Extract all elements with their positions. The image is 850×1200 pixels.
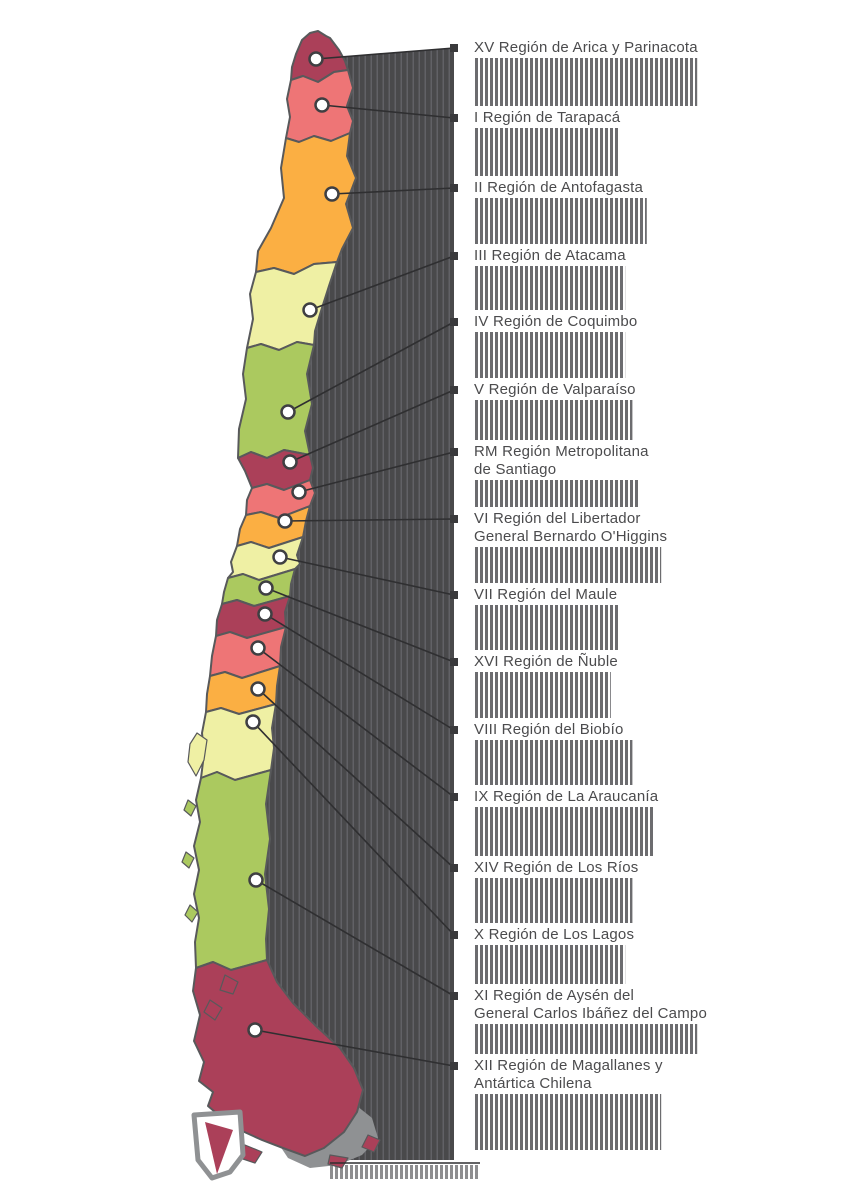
label-anchor-xi	[450, 992, 458, 1000]
leader-line-iv	[287, 321, 455, 413]
label-smear-artifact	[474, 480, 640, 507]
region-marker-x[interactable]	[245, 714, 261, 730]
label-anchor-v	[450, 386, 458, 394]
label-anchor-xiv	[450, 864, 458, 872]
leader-line-i	[321, 104, 455, 119]
region-marker-v[interactable]	[282, 454, 298, 470]
antarctic-territory-shape	[205, 1122, 233, 1174]
label-smear-artifact	[474, 332, 626, 378]
island-fragment	[184, 904, 199, 923]
shadow-wedge	[266, 557, 454, 662]
island-fragment	[327, 1154, 349, 1169]
label-smear-artifact	[474, 1094, 662, 1150]
label-smear-artifact	[474, 605, 618, 650]
region-marker-xi[interactable]	[248, 872, 264, 888]
label-smear-artifact	[474, 945, 626, 984]
label-anchor-vii	[450, 591, 458, 599]
label-smear-artifact	[474, 58, 698, 106]
leader-line-ix	[257, 647, 455, 798]
label-smear-artifact	[474, 198, 647, 244]
label-anchor-ii	[450, 184, 458, 192]
label-anchor-xv	[450, 44, 458, 52]
island-fragment	[219, 974, 239, 995]
label-smear-artifact	[474, 547, 662, 583]
region-shape-iii[interactable]	[246, 261, 338, 351]
label-smear-artifact	[474, 672, 611, 718]
label-anchor-rm	[450, 448, 458, 456]
label-anchor-ix	[450, 793, 458, 801]
region-marker-i[interactable]	[314, 97, 330, 113]
region-marker-iv[interactable]	[280, 404, 296, 420]
leader-line-ii	[331, 187, 455, 195]
leader-line-xiv	[257, 688, 455, 869]
label-smear-artifact	[474, 878, 633, 923]
label-smear-artifact	[474, 266, 626, 310]
label-anchor-vi	[450, 515, 458, 523]
region-shape-iv[interactable]	[237, 341, 315, 459]
shadow-wedge	[258, 648, 454, 868]
shadow-wedge	[280, 519, 454, 595]
region-marker-ii[interactable]	[324, 186, 340, 202]
shadow-wedge	[322, 105, 454, 194]
shadow-wedge	[290, 390, 454, 492]
shadow-wedge	[253, 722, 454, 996]
label-smear-artifact	[474, 740, 633, 785]
label-anchor-xii	[450, 1062, 458, 1070]
region-shape-ii[interactable]	[255, 132, 357, 275]
region-marker-xii[interactable]	[247, 1022, 263, 1038]
leader-line-vi	[284, 518, 455, 522]
island-fragment	[187, 732, 208, 777]
leader-line-iii	[309, 255, 455, 311]
island-fragment	[361, 1134, 381, 1153]
leader-line-xvi	[265, 587, 455, 663]
shadow-wedge	[288, 322, 454, 462]
region-marker-vi[interactable]	[277, 513, 293, 529]
label-anchor-viii	[450, 726, 458, 734]
island-fragment	[203, 999, 223, 1021]
label-smear-artifact	[474, 400, 633, 440]
leader-line-xv	[315, 47, 455, 60]
region-marker-xvi[interactable]	[258, 580, 274, 596]
leader-line-v	[289, 389, 455, 463]
label-smear-artifact	[474, 1024, 698, 1054]
shadow-wedge	[288, 256, 454, 412]
label-anchor-xvi	[450, 658, 458, 666]
bottom-smear-artifact	[330, 1165, 480, 1179]
shadow-wedge	[265, 588, 454, 730]
region-marker-xiv[interactable]	[250, 681, 266, 697]
region-shape-xi[interactable]	[193, 769, 272, 971]
leader-line-viii	[264, 613, 455, 731]
region-marker-rm[interactable]	[291, 484, 307, 500]
leader-line-xii	[254, 1029, 455, 1067]
island-fragment	[181, 851, 195, 869]
region-marker-xv[interactable]	[308, 51, 324, 67]
shadow-wedge	[258, 614, 454, 797]
shadow-wedge	[253, 689, 454, 935]
leader-line-rm	[298, 451, 455, 493]
shadow-wedge	[316, 48, 454, 118]
island-fragment	[183, 799, 197, 817]
region-shape-x[interactable]	[200, 703, 277, 781]
region-marker-vii[interactable]	[272, 549, 288, 565]
leader-line-vii	[279, 556, 455, 596]
shadow-wedge	[285, 452, 454, 521]
leader-line-x	[252, 721, 455, 936]
leader-line-xi	[255, 879, 455, 997]
label-anchor-iv	[450, 318, 458, 326]
region-marker-ix[interactable]	[250, 640, 266, 656]
label-anchor-x	[450, 931, 458, 939]
label-anchor-iii	[450, 252, 458, 260]
region-shape-xii[interactable]	[192, 959, 364, 1157]
label-smear-artifact	[474, 128, 618, 176]
label-smear-artifact	[474, 807, 654, 856]
region-marker-iii[interactable]	[302, 302, 318, 318]
label-anchor-i	[450, 114, 458, 122]
region-marker-viii[interactable]	[257, 606, 273, 622]
